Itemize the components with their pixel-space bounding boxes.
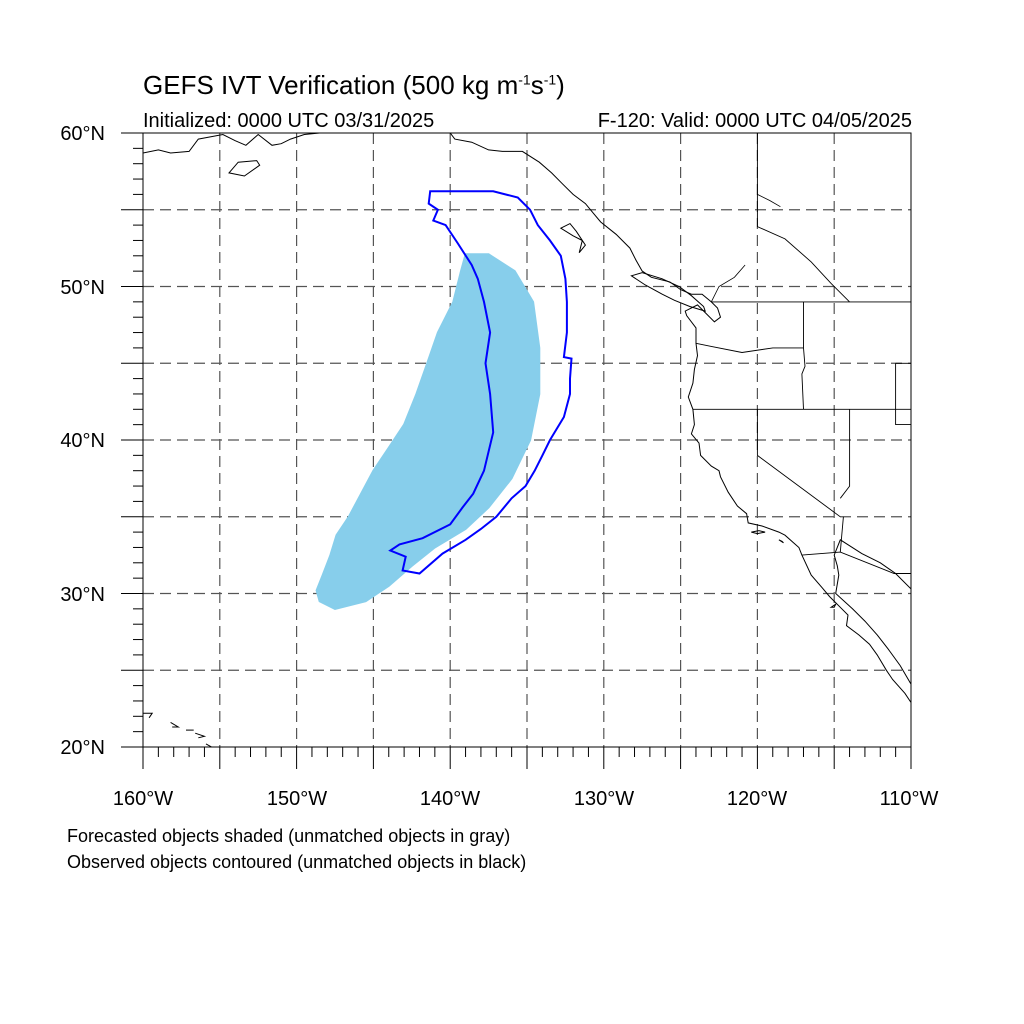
hawaii-island — [195, 732, 207, 739]
axis-ticks — [121, 132, 912, 769]
hawaii-island — [143, 712, 154, 719]
coastlines-and-borders — [143, 133, 911, 747]
lon-label-150w: 150°W — [267, 788, 327, 810]
lon-label-160w: 160°W — [113, 788, 173, 810]
lon-label-110w: 110°W — [880, 788, 939, 810]
bc-alberta-border — [756, 133, 850, 303]
political-border — [756, 409, 841, 518]
valid-time: F-120: Valid: 0000 UTC 04/05/2025 — [597, 110, 912, 132]
observed-object-contour — [388, 190, 573, 575]
island — [751, 530, 766, 535]
alaska-coastline — [143, 133, 320, 154]
inland-line — [710, 264, 746, 303]
island — [829, 602, 837, 608]
lon-label-140w: 140°W — [420, 788, 480, 810]
island — [778, 539, 784, 544]
lat-label-30: 30°N — [60, 584, 105, 606]
inland-line — [757, 194, 781, 208]
hawaii-island — [170, 721, 181, 728]
political-border — [695, 342, 804, 353]
hawaii-island — [205, 743, 213, 747]
lat-lon-grid — [143, 133, 911, 747]
forecast-object-shaded — [315, 253, 541, 610]
lat-label-50: 50°N — [60, 277, 105, 299]
kodiak-island — [228, 160, 261, 177]
figure-title: GEFS IVT Verification (500 kg m-1s-1) — [143, 70, 565, 100]
lat-label-60: 60°N — [60, 123, 105, 145]
caption-forecast: Forecasted objects shaded (unmatched obj… — [67, 826, 511, 846]
lat-label-40: 40°N — [60, 430, 105, 452]
political-border — [801, 301, 806, 410]
island — [559, 222, 587, 254]
lon-label-120w: 120°W — [727, 788, 787, 810]
caption-observed: Observed objects contoured (unmatched ob… — [67, 852, 527, 872]
political-border — [895, 363, 911, 426]
political-border — [839, 516, 844, 553]
coastline — [449, 133, 911, 704]
lat-label-20: 20°N — [60, 737, 105, 759]
lon-label-130w: 130°W — [574, 788, 634, 810]
island — [630, 272, 706, 312]
political-border — [801, 551, 911, 574]
initialized-time: Initialized: 0000 UTC 03/31/2025 — [143, 110, 435, 132]
political-border — [839, 409, 851, 499]
